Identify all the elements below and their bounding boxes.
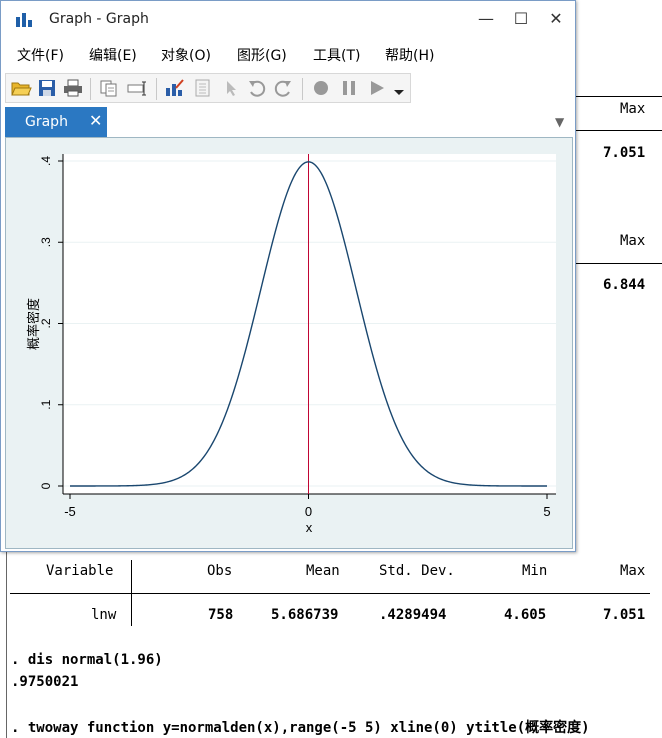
title-bar[interactable]: Graph - Graph — ☐ ✕	[1, 1, 575, 37]
table-header-rule	[10, 593, 650, 594]
toolbar-separator	[302, 78, 303, 100]
menu-file[interactable]: 文件(F)	[17, 48, 64, 64]
col-header-stddev: Std. Dev.	[379, 563, 455, 579]
graph-app-icon	[16, 11, 36, 31]
y-tick-label: .3	[39, 237, 53, 247]
series-line-normal-density	[70, 161, 547, 487]
row-obs: 758	[208, 607, 234, 623]
col-header-min: Min	[522, 563, 548, 579]
pointer-icon[interactable]	[220, 78, 242, 98]
col-header-variable: Variable	[46, 563, 114, 579]
graph-area[interactable]: .4 .3 .2 .1 0 -5 0 5 x 概率密度	[5, 137, 573, 549]
max-value-1: 7.051	[603, 145, 646, 161]
toolbar	[5, 73, 411, 103]
menu-edit[interactable]: 编辑(E)	[89, 48, 137, 64]
x-axis-title: x	[306, 520, 313, 535]
tab-list-dropdown-icon[interactable]: ▼	[555, 115, 565, 129]
x-tick-label: 5	[543, 504, 550, 519]
pause-icon[interactable]	[338, 78, 360, 98]
tab-graph[interactable]: Graph ✕	[5, 107, 107, 137]
print-icon[interactable]	[62, 78, 84, 98]
close-button[interactable]: ✕	[549, 9, 563, 28]
open-icon[interactable]	[10, 78, 32, 98]
y-axis-title: 概率密度	[26, 298, 41, 350]
undo-icon[interactable]	[246, 78, 268, 98]
tab-close-icon[interactable]: ✕	[89, 111, 103, 130]
max-header-1: Max	[620, 101, 646, 117]
table-top-rule-1	[576, 96, 662, 97]
col-header-obs: Obs	[207, 563, 233, 579]
x-tick-label: 0	[305, 504, 312, 519]
properties-icon[interactable]	[192, 78, 214, 98]
menu-object[interactable]: 对象(O)	[161, 48, 211, 64]
menu-tools[interactable]: 工具(T)	[313, 48, 361, 64]
graph-window: Graph - Graph — ☐ ✕ 文件(F) 编辑(E) 对象(O) 图形…	[0, 0, 576, 552]
row-variable: lnw	[91, 607, 117, 623]
y-tick-label: 0	[39, 482, 53, 489]
menu-graph[interactable]: 图形(G)	[237, 48, 287, 64]
save-icon[interactable]	[36, 78, 58, 98]
row-max: 7.051	[603, 607, 646, 623]
command-line-1: . dis normal(1.96)	[11, 652, 163, 668]
row-stddev: .4289494	[379, 607, 447, 623]
y-tick-label: .1	[39, 399, 53, 409]
table-header-rule-1	[576, 130, 662, 131]
command-line-2: . twoway function y=normalden(x),range(-…	[11, 720, 590, 736]
col-header-mean: Mean	[306, 563, 340, 579]
table-header-rule-2	[576, 263, 662, 264]
row-min: 4.605	[504, 607, 547, 623]
col-header-max: Max	[620, 563, 646, 579]
max-header-2: Max	[620, 233, 646, 249]
menu-bar: 文件(F) 编辑(E) 对象(O) 图形(G) 工具(T) 帮助(H)	[1, 39, 575, 67]
menu-help[interactable]: 帮助(H)	[385, 48, 435, 64]
copy-icon[interactable]	[98, 78, 120, 98]
results-left-border	[6, 552, 7, 738]
normal-density-chart: .4 .3 .2 .1 0 -5 0 5 x 概率密度	[26, 154, 556, 535]
redo-icon[interactable]	[272, 78, 294, 98]
record-icon[interactable]	[310, 78, 332, 98]
x-tick-label: -5	[64, 504, 76, 519]
play-icon[interactable]	[366, 78, 388, 98]
tab-bar: Graph ✕ ▼	[1, 105, 575, 137]
y-tick-label: .4	[39, 156, 53, 166]
graph-editor-icon[interactable]	[164, 78, 186, 98]
minimize-button[interactable]: —	[478, 9, 494, 28]
tab-label: Graph	[25, 114, 68, 130]
toolbar-separator	[90, 78, 91, 100]
row-mean: 5.686739	[271, 607, 339, 623]
max-value-2: 6.844	[603, 277, 646, 293]
rename-icon[interactable]	[126, 78, 148, 98]
dropdown-icon[interactable]	[392, 78, 406, 98]
output-line-1: .9750021	[11, 674, 79, 690]
y-tick-label: .2	[39, 318, 53, 328]
toolbar-separator	[156, 78, 157, 100]
window-title: Graph - Graph	[49, 11, 149, 27]
maximize-button[interactable]: ☐	[513, 9, 529, 28]
